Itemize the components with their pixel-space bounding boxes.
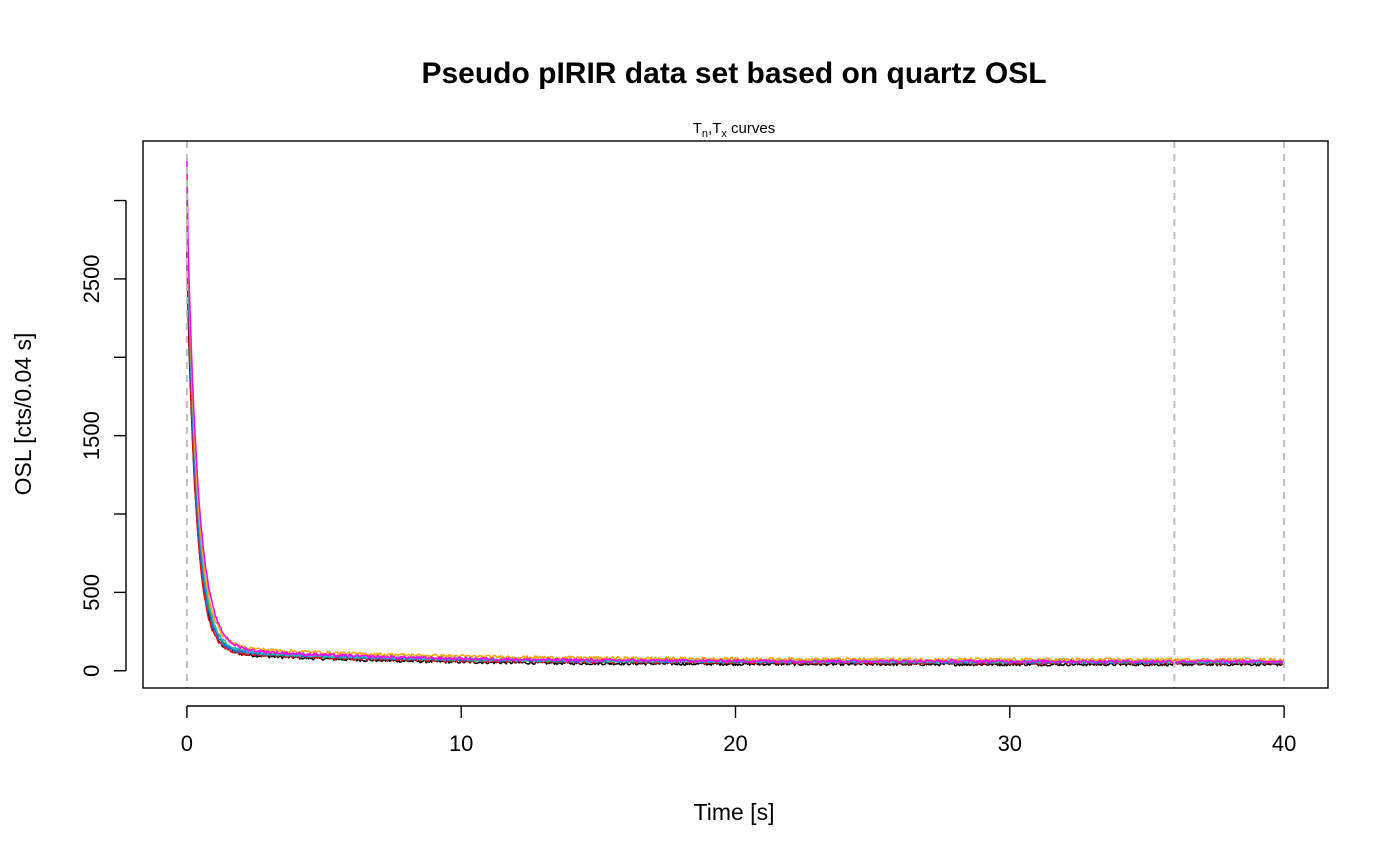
series-line-2 bbox=[186, 216, 1285, 666]
series-line-7 bbox=[186, 156, 1285, 664]
series-line-6 bbox=[186, 177, 1285, 663]
x-tick-label: 10 bbox=[449, 731, 473, 756]
subtitle-sub-n: n bbox=[702, 128, 708, 140]
series-layer bbox=[186, 156, 1285, 667]
y-tick-label: 1500 bbox=[79, 411, 104, 460]
series-line-4 bbox=[186, 192, 1285, 665]
reference-lines bbox=[185, 141, 1286, 688]
x-tick-label: 20 bbox=[723, 731, 747, 756]
y-axis: 0 500 1500 2500 bbox=[79, 199, 127, 677]
subtitle-t1: T bbox=[693, 120, 702, 137]
chart-subtitle: Tn,Tx curves bbox=[693, 120, 776, 140]
y-tick-label: 2500 bbox=[79, 254, 104, 303]
subtitle-rest: curves bbox=[727, 120, 775, 137]
x-axis-label: Time [s] bbox=[694, 799, 775, 825]
series-line-5 bbox=[186, 184, 1285, 664]
subtitle-comma: , bbox=[708, 120, 712, 137]
chart-title: Pseudo pIRIR data set based on quartz OS… bbox=[421, 57, 1046, 90]
x-tick-label: 40 bbox=[1272, 731, 1296, 756]
plot-frame bbox=[142, 140, 1329, 689]
subtitle-sub-x: x bbox=[721, 128, 727, 140]
subtitle-t2: T bbox=[712, 120, 721, 137]
series-line-1 bbox=[186, 247, 1285, 667]
y-tick-label: 500 bbox=[79, 574, 104, 611]
y-tick-label: 0 bbox=[79, 665, 104, 677]
x-tick-label: 30 bbox=[998, 731, 1022, 756]
x-axis: 0 10 20 30 40 bbox=[181, 705, 1296, 756]
y-axis-label: OSL [cts/0.04 s] bbox=[10, 333, 36, 496]
series-line-3 bbox=[186, 200, 1285, 665]
x-tick-label: 0 bbox=[181, 731, 193, 756]
